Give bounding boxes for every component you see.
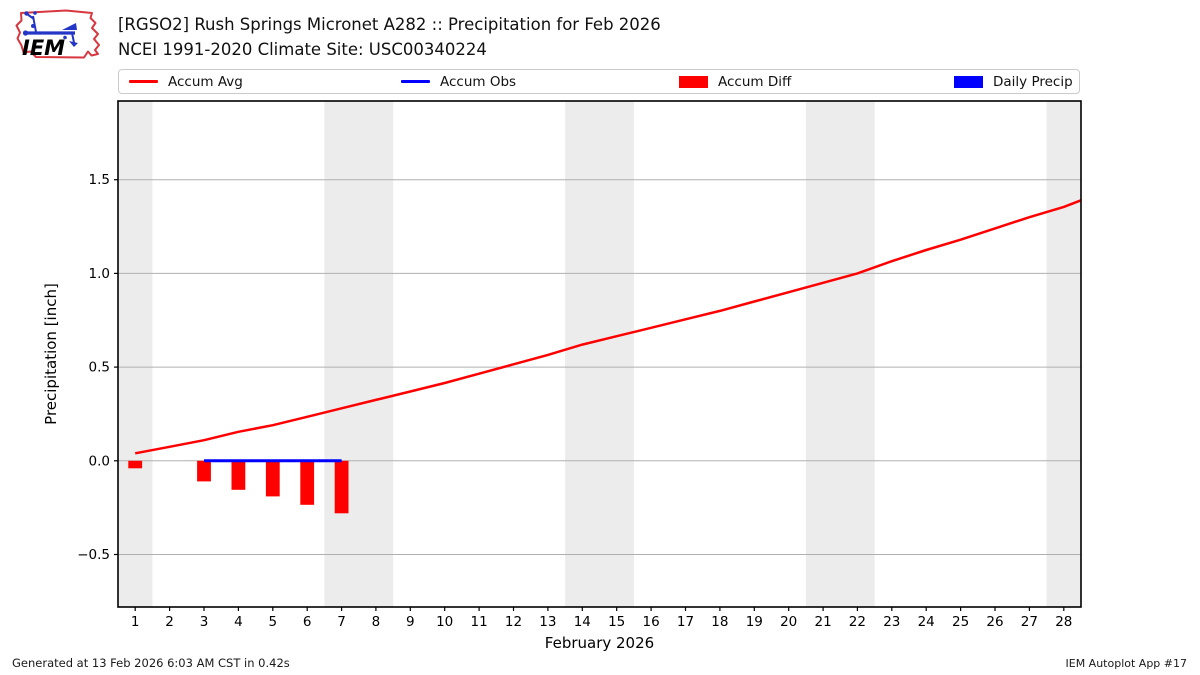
chart-title-line1: [RGSO2] Rush Springs Micronet A282 :: Pr… [118, 15, 661, 34]
x-tick-label: 24 [918, 614, 935, 630]
x-tick-label: 18 [711, 614, 728, 630]
accum-diff-bar [231, 460, 246, 490]
weather-vane-icon [22, 11, 78, 47]
y-tick-label: 1.5 [89, 172, 110, 188]
x-tick-label: 5 [269, 614, 278, 630]
iem-logo-graphic: IEM [15, 9, 100, 60]
x-tick-label: 8 [372, 614, 381, 630]
legend-label-accum-diff: Accum Diff [718, 73, 792, 90]
accum-avg-line [134, 199, 1082, 455]
x-tick-label: 3 [200, 614, 209, 630]
accum-diff-bar [128, 460, 143, 469]
iowa-outline-icon [15, 9, 100, 59]
x-tick-label: 11 [471, 614, 488, 630]
legend-swatch-accum-obs [401, 80, 430, 83]
legend-label-daily-precip: Daily Precip [993, 73, 1073, 90]
chart-title-line2: NCEI 1991-2020 Climate Site: USC00340224 [118, 40, 487, 59]
accum-diff-bar [197, 460, 211, 482]
x-tick-label: 12 [505, 614, 522, 630]
legend-swatch-accum-diff [679, 75, 708, 88]
legend-item-accum-diff: Accum Diff [679, 70, 791, 93]
legend-item-accum-obs: Accum Obs [401, 70, 516, 93]
iem-logo: IEM [8, 5, 110, 63]
x-tick-label: 4 [234, 614, 243, 630]
x-tick-label: 17 [677, 614, 694, 630]
x-tick-label: 19 [746, 614, 763, 630]
accum-diff-bar [265, 460, 280, 497]
x-tick-label: 16 [643, 614, 660, 630]
legend: Accum Avg Accum Obs Accum Diff Daily Precip [118, 69, 1080, 94]
x-tick-label: 26 [986, 614, 1003, 630]
x-tick-label: 27 [1021, 614, 1038, 630]
plot-frame [117, 100, 1082, 608]
x-tick-label: 25 [952, 614, 969, 630]
x-tick-label: 2 [165, 614, 174, 630]
legend-label-accum-avg: Accum Avg [168, 73, 243, 90]
weekend-band [805, 101, 875, 607]
legend-swatch-daily-precip [954, 75, 983, 88]
x-tick-label: 9 [406, 614, 415, 630]
accum-diff-bar [334, 460, 349, 514]
legend-item-accum-avg: Accum Avg [129, 70, 243, 93]
x-tick-label: 14 [574, 614, 591, 630]
x-tick-label: 7 [337, 614, 346, 630]
legend-swatch-accum-avg [129, 80, 158, 83]
x-tick-label: 1 [131, 614, 140, 630]
iem-logo-text: IEM [22, 36, 65, 60]
weekend-band [1046, 101, 1081, 607]
generated-timestamp: Generated at 13 Feb 2026 6:03 AM CST in … [12, 656, 290, 670]
accum-diff-bar [300, 460, 315, 505]
y-tick-label: −0.5 [77, 547, 110, 563]
y-tick-label: 0.5 [89, 360, 110, 376]
x-tick-label: 23 [883, 614, 900, 630]
weekend-band [118, 101, 153, 607]
x-tick-label: 21 [815, 614, 832, 630]
y-axis-label: Precipitation [inch] [42, 283, 60, 425]
x-tick-label: 6 [303, 614, 312, 630]
x-tick-label: 10 [436, 614, 453, 630]
x-tick-label: 15 [608, 614, 625, 630]
legend-item-daily-precip: Daily Precip [954, 70, 1073, 93]
legend-label-accum-obs: Accum Obs [440, 73, 517, 90]
weekend-band [565, 101, 634, 607]
x-tick-label: 13 [539, 614, 556, 630]
x-axis-label: February 2026 [545, 634, 654, 652]
y-tick-label: 0.0 [89, 453, 110, 469]
y-tick-label: 1.0 [89, 266, 110, 282]
weekend-band [324, 101, 394, 607]
app-credit: IEM Autoplot App #17 [1065, 657, 1188, 670]
x-tick-label: 20 [780, 614, 797, 630]
x-tick-label: 28 [1055, 614, 1072, 630]
x-tick-label: 22 [849, 614, 866, 630]
chart-title: [RGSO2] Rush Springs Micronet A282 :: Pr… [118, 12, 661, 62]
